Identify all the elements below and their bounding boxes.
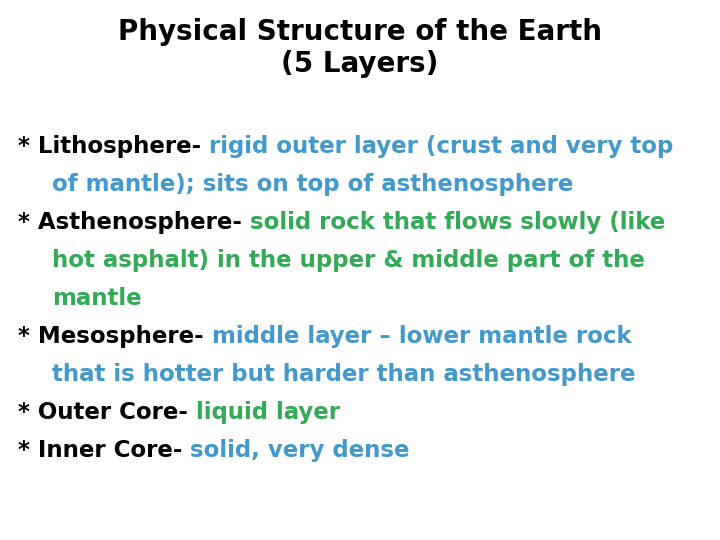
Text: that is hotter but harder than asthenosphere: that is hotter but harder than asthenosp… xyxy=(52,363,636,386)
Text: rigid outer layer (crust and very top: rigid outer layer (crust and very top xyxy=(209,135,673,158)
Text: * Mesosphere-: * Mesosphere- xyxy=(18,325,212,348)
Text: solid rock that flows slowly (like: solid rock that flows slowly (like xyxy=(250,211,665,234)
Text: * Inner Core-: * Inner Core- xyxy=(18,439,190,462)
Text: solid, very dense: solid, very dense xyxy=(190,439,410,462)
Text: mantle: mantle xyxy=(52,287,142,310)
Text: liquid layer: liquid layer xyxy=(196,401,340,424)
Text: middle layer – lower mantle rock: middle layer – lower mantle rock xyxy=(212,325,631,348)
Text: * Lithosphere-: * Lithosphere- xyxy=(18,135,209,158)
Text: * Asthenosphere-: * Asthenosphere- xyxy=(18,211,250,234)
Text: hot asphalt) in the upper & middle part of the: hot asphalt) in the upper & middle part … xyxy=(52,249,645,272)
Text: * Outer Core-: * Outer Core- xyxy=(18,401,196,424)
Text: of mantle); sits on top of asthenosphere: of mantle); sits on top of asthenosphere xyxy=(52,173,573,196)
Text: Physical Structure of the Earth
(5 Layers): Physical Structure of the Earth (5 Layer… xyxy=(118,18,602,78)
